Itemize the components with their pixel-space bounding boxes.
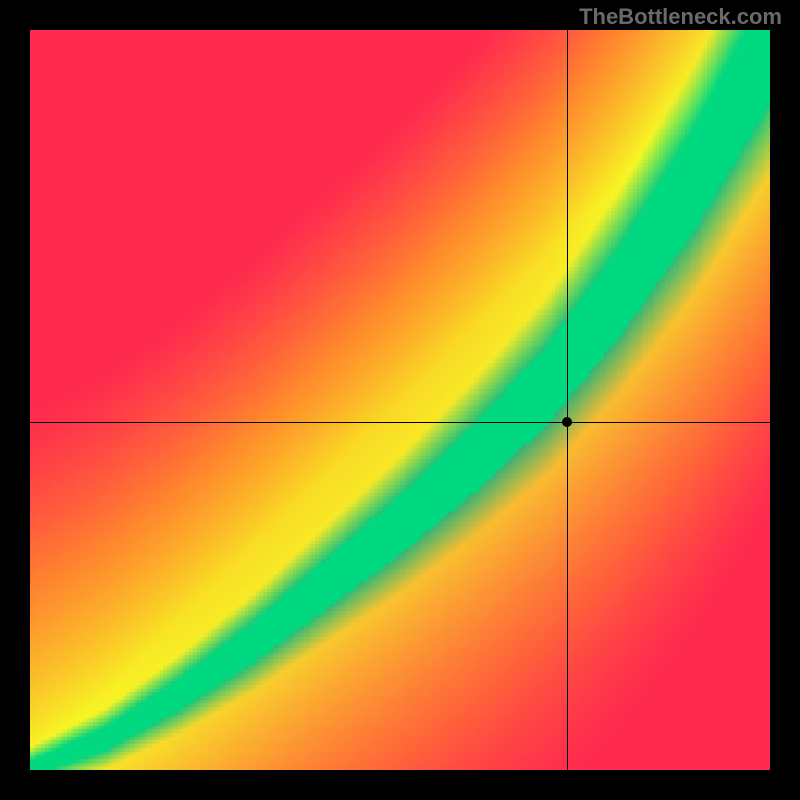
crosshair-horizontal [30,422,770,423]
crosshair-marker [562,417,572,427]
watermark-text: TheBottleneck.com [579,4,782,30]
heatmap-canvas [30,30,770,770]
bottleneck-heatmap [30,30,770,770]
crosshair-vertical [567,30,568,770]
